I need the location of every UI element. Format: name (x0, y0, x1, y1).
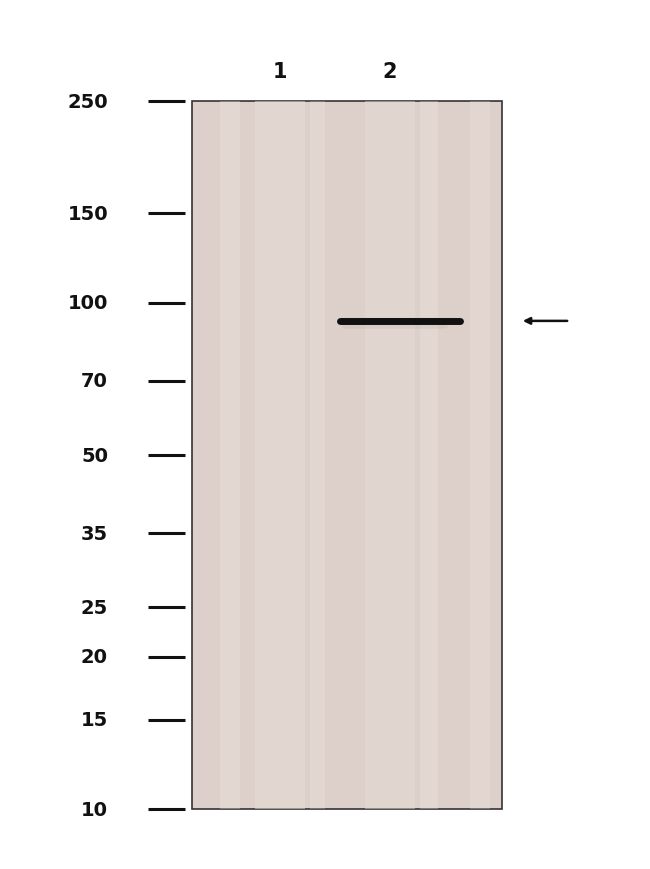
Bar (255, 102, 305, 809)
Bar (365, 102, 415, 809)
Text: 100: 100 (68, 294, 108, 313)
Text: 25: 25 (81, 598, 108, 617)
Text: 35: 35 (81, 524, 108, 543)
Text: 50: 50 (81, 446, 108, 465)
Text: 10: 10 (81, 799, 108, 819)
Text: 15: 15 (81, 711, 108, 729)
Text: 1: 1 (273, 62, 287, 82)
Bar (192, 102, 502, 809)
Bar (220, 102, 240, 809)
Text: 70: 70 (81, 372, 108, 391)
Bar (310, 102, 325, 809)
Text: 20: 20 (81, 647, 108, 667)
Bar (420, 102, 438, 809)
Bar (470, 102, 490, 809)
Text: 150: 150 (68, 204, 108, 223)
Text: 2: 2 (383, 62, 397, 82)
Text: 250: 250 (68, 92, 108, 111)
